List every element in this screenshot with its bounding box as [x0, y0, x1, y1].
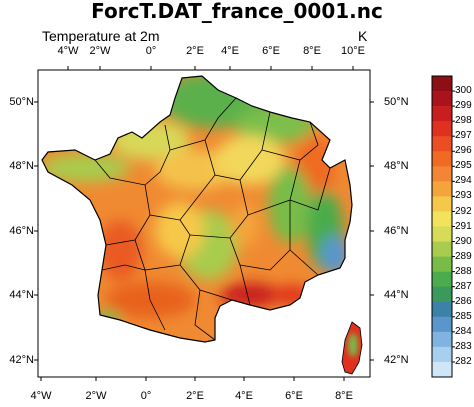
colorbar-swatch [432, 211, 452, 227]
lon-label-top: 2°W [89, 45, 111, 57]
colorbar-label: 292 [455, 205, 472, 217]
colorbar-swatch [432, 331, 452, 348]
lon-label-bottom: 4°W [30, 390, 52, 402]
colorbar-swatch [432, 76, 452, 92]
region-boundaries [94, 97, 331, 341]
lon-label-bottom: 6°E [285, 390, 303, 402]
lat-label-left: 48°N [9, 160, 34, 172]
colorbar-label: 282 [455, 355, 472, 367]
colorbar-swatch [432, 286, 452, 303]
colorbar-label: 295 [455, 160, 472, 172]
colorbar-label: 287 [455, 280, 472, 292]
lon-label-top: 6°E [262, 45, 280, 57]
lat-label-right: 42°N [384, 354, 409, 366]
colorbar-label: 290 [455, 235, 472, 247]
lat-label-left: 44°N [9, 289, 34, 301]
colorbar-label: 291 [455, 220, 472, 232]
colorbar-swatch [432, 301, 452, 318]
colorbar-label: 286 [455, 295, 472, 307]
corsica-outline [341, 321, 363, 375]
colorbar-swatch [432, 166, 452, 182]
lon-label-bottom: 2°E [186, 390, 204, 402]
map-title: ForcT.DAT_france_0001.nc [91, 0, 383, 23]
colorbar-swatch [432, 151, 452, 167]
colorbar-swatch [432, 361, 452, 378]
lon-label-top: 2°E [186, 45, 204, 57]
lat-label-right: 46°N [384, 225, 409, 237]
lat-label-right: 50°N [384, 96, 409, 108]
colorbar-label: 296 [455, 145, 472, 157]
lat-label-right: 44°N [384, 289, 409, 301]
colorbar-label: 285 [455, 310, 472, 322]
colorbar-swatch [432, 181, 452, 197]
colorbar-label: 299 [455, 100, 472, 112]
colorbar-label: 294 [455, 175, 472, 187]
colorbar-label: 289 [455, 250, 472, 262]
colorbar-label: 288 [455, 265, 472, 277]
lat-label-left: 42°N [9, 354, 34, 366]
france-outline [41, 75, 353, 343]
colorbar-swatch [432, 136, 452, 152]
colorbar-label: 300 [455, 85, 472, 96]
colorbar-swatch [432, 256, 452, 272]
lon-label-top: 4°E [221, 45, 239, 57]
colorbar-swatch [432, 121, 452, 137]
axis-ticks [34, 66, 374, 381]
map-subtitle: Temperature at 2m [42, 28, 160, 44]
lon-label-top: 8°E [303, 45, 321, 57]
lon-label-bottom: 4°E [235, 390, 253, 402]
colorbar-swatch [432, 91, 452, 107]
lon-label-bottom: 0° [140, 390, 152, 402]
colorbar-swatch [432, 271, 452, 287]
lat-label-left: 46°N [9, 225, 34, 237]
lon-label-top: 0° [145, 45, 157, 57]
colorbar-swatch [432, 316, 452, 333]
colorbar-swatch [432, 226, 452, 242]
colorbar-label: 283 [455, 340, 472, 352]
colorbar-swatch [432, 106, 452, 122]
lon-label-bottom: 8°E [335, 390, 353, 402]
colorbar-swatch [432, 346, 452, 363]
lon-label-bottom: 2°W [85, 390, 107, 402]
colorbar [431, 75, 455, 378]
colorbar-label: 298 [455, 115, 472, 127]
lat-label-left: 50°N [9, 96, 34, 108]
units-label: K [358, 28, 368, 44]
lon-label-top: 4°W [57, 45, 79, 57]
colorbar-swatch [432, 241, 452, 257]
colorbar-label: 297 [455, 130, 472, 142]
colorbar-label: 293 [455, 190, 472, 202]
colorbar-label: 284 [455, 325, 472, 337]
colorbar-swatch [432, 196, 452, 212]
lat-label-right: 48°N [384, 160, 409, 172]
lon-label-top: 10°E [341, 45, 365, 57]
